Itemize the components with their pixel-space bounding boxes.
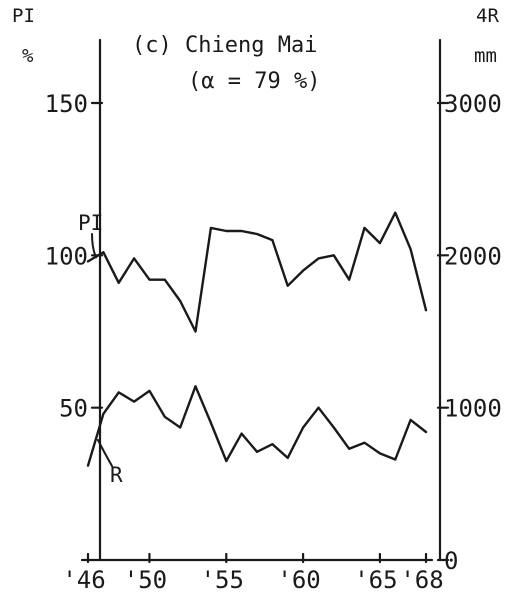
- series-line-r: [86, 385, 428, 467]
- left-axis-unit: %: [22, 45, 34, 67]
- labels-group: PI % 4R mm (c) Chieng Mai (α = 79 %) PI R: [12, 5, 499, 487]
- right-axis-tick-label: 1000: [444, 395, 502, 423]
- left-axis-tick-label: 50: [59, 395, 88, 423]
- series-label-pi: PI: [78, 211, 103, 235]
- left-axis-tick-label: 150: [45, 90, 88, 118]
- x-axis-tick-label: '50: [124, 566, 167, 594]
- series-group: [86, 211, 428, 467]
- x-axis-tick-label: '46: [62, 566, 105, 594]
- left-axis-label: PI: [12, 5, 35, 27]
- right-axis-unit: mm: [474, 45, 497, 67]
- axes-group: 50 100 150 0 1000 2000 3000 '46 '50 '55 '60 '65'68: [45, 38, 502, 594]
- right-axis-tick-label: 0: [444, 547, 458, 575]
- right-axis-tick-label: 2000: [444, 242, 502, 270]
- r-leader-line: [97, 439, 113, 467]
- x-axis-tick-label: '68: [400, 566, 443, 594]
- right-axis-tick-label: 3000: [444, 90, 502, 118]
- pi-leader-line: [91, 233, 97, 259]
- x-axis-tick-label: '60: [277, 566, 320, 594]
- right-axis-label: 4R: [476, 5, 499, 27]
- x-axis-tick-label: '55: [201, 566, 244, 594]
- series-label-r: R: [110, 463, 123, 487]
- series-line-pi: [86, 211, 428, 333]
- chart-title: (c) Chieng Mai: [132, 33, 317, 58]
- left-axis-tick-label: 100: [45, 242, 88, 270]
- chart-subtitle: (α = 79 %): [188, 69, 320, 94]
- x-axis-tick-label: '65: [354, 566, 397, 594]
